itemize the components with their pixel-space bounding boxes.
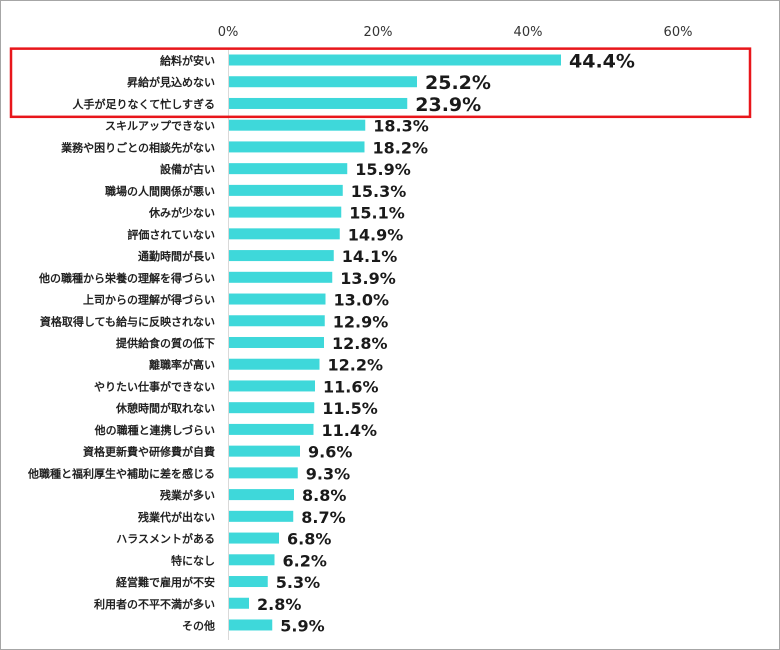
value-label: 9.3%: [306, 464, 350, 483]
category-label: スキルアップできない: [105, 119, 215, 133]
category-label: 評価されていない: [127, 227, 215, 241]
bar: [229, 423, 314, 435]
bar: [229, 576, 268, 588]
bar: [229, 206, 342, 218]
bar: [229, 141, 365, 153]
value-label: 25.2%: [425, 72, 491, 94]
value-label: 15.9%: [355, 160, 411, 179]
category-label: 利用者の不平不満が多い: [94, 597, 215, 611]
value-label: 11.4%: [322, 421, 378, 440]
category-label: 設備が古い: [160, 162, 215, 176]
category-label: 人手が足りなくて忙しすぎる: [73, 97, 215, 111]
highlight-box: [9, 47, 752, 119]
category-label: 資格更新費や研修費が自費: [83, 445, 215, 459]
category-label: 経営難で雇用が不安: [116, 575, 215, 589]
value-label: 14.9%: [348, 225, 404, 244]
bar: [229, 532, 279, 544]
category-label: 残業が多い: [160, 488, 215, 502]
category-label: 提供給食の質の低下: [116, 336, 215, 350]
x-tick-label: 40%: [514, 25, 543, 40]
bar: [229, 315, 325, 327]
value-label: 8.8%: [302, 486, 346, 505]
category-label: 特になし: [171, 553, 215, 567]
value-label: 12.2%: [328, 356, 384, 375]
category-label: 他の職種と連携しづらい: [94, 423, 215, 437]
value-label: 11.6%: [323, 377, 379, 396]
bar: [229, 184, 343, 196]
value-label: 6.2%: [283, 551, 327, 570]
value-label: 5.9%: [280, 616, 324, 635]
category-label: やりたい仕事ができない: [94, 379, 215, 393]
bar: [229, 293, 326, 305]
category-label: 他職種と福利厚生や補助に差を感じる: [27, 466, 215, 480]
category-label: 休憩時間が取れない: [115, 401, 215, 415]
bar: [229, 97, 408, 109]
bar: [229, 54, 561, 66]
value-label: 11.5%: [322, 399, 378, 418]
category-label: 給料が安い: [160, 54, 215, 68]
bar: [229, 510, 294, 522]
category-label: その他: [182, 618, 215, 632]
x-tick-label: 60%: [664, 25, 693, 40]
bar: [229, 619, 273, 631]
bar: [229, 119, 366, 131]
category-label: ハラスメントがある: [116, 532, 215, 546]
category-label: 他の職種から栄養の理解を得づらい: [38, 271, 215, 285]
value-label: 18.2%: [373, 138, 429, 157]
category-label: 昇給が見込めない: [127, 75, 215, 89]
category-label: 離職率が高い: [149, 358, 215, 372]
value-label: 44.4%: [569, 51, 635, 73]
bar: [229, 76, 417, 88]
bar: [229, 445, 300, 457]
bar: [229, 228, 340, 240]
value-label: 12.9%: [333, 312, 389, 331]
bar: [229, 163, 348, 175]
category-label: 職場の人間関係が悪い: [105, 184, 215, 198]
bar: [229, 597, 249, 609]
bar: [229, 380, 315, 392]
category-label: 休みが少ない: [148, 206, 215, 220]
value-label: 15.1%: [349, 204, 405, 223]
bar: [229, 358, 320, 370]
bar: [229, 336, 324, 348]
value-label: 6.8%: [287, 530, 331, 549]
value-label: 5.3%: [276, 573, 320, 592]
value-label: 8.7%: [301, 508, 345, 527]
value-label: 2.8%: [257, 595, 301, 614]
x-tick-label: 20%: [364, 25, 393, 40]
value-label: 14.1%: [342, 247, 398, 266]
value-label: 9.6%: [308, 443, 352, 462]
value-label: 15.3%: [351, 182, 407, 201]
bar: [229, 250, 334, 262]
category-label: 残業代が出ない: [138, 510, 215, 524]
bar: [229, 271, 333, 283]
x-tick-label: 0%: [218, 25, 239, 40]
bar: [229, 467, 298, 479]
bar: [229, 489, 294, 501]
value-label: 23.9%: [415, 94, 481, 116]
value-label: 18.3%: [373, 117, 429, 136]
category-label: 上司からの理解が得づらい: [83, 293, 215, 307]
category-label: 通勤時間が長い: [138, 249, 215, 263]
value-label: 13.9%: [340, 269, 396, 288]
bar: [229, 402, 315, 414]
category-label: 資格取得しても給与に反映されない: [40, 314, 215, 328]
category-label: 業務や困りごとの相談先がない: [60, 140, 215, 154]
bar: [229, 554, 275, 566]
value-label: 13.0%: [334, 291, 390, 310]
value-label: 12.8%: [332, 334, 388, 353]
